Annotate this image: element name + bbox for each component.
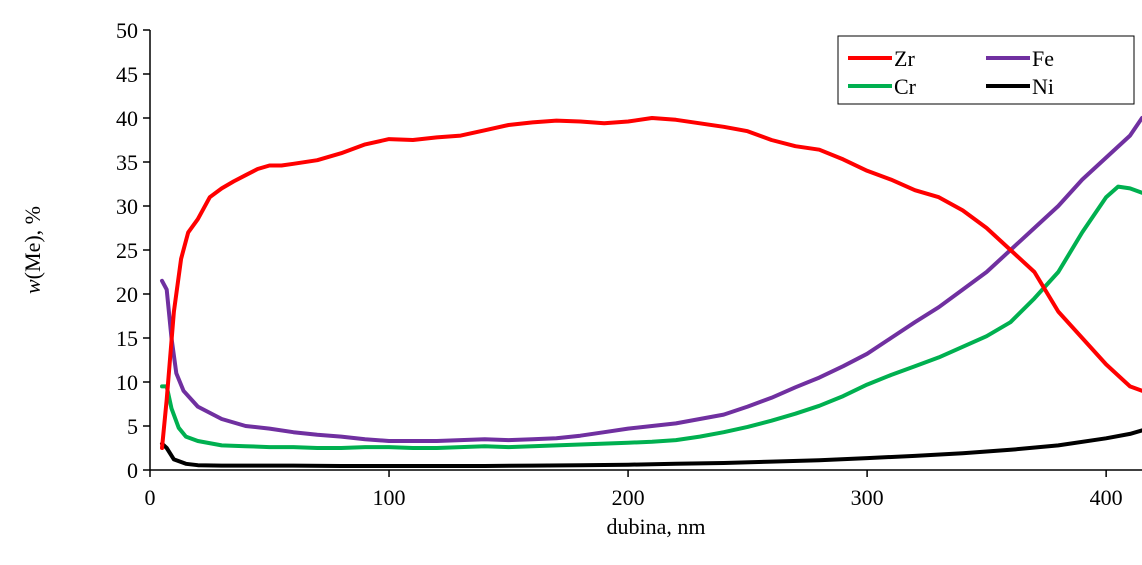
y-tick-label: 15 — [116, 326, 138, 351]
y-axis-title-italic: w — [20, 279, 45, 294]
y-tick-label: 20 — [116, 282, 138, 307]
series-line-ni — [160, 428, 1142, 468]
series-line-fe — [160, 116, 1142, 443]
y-tick-label: 0 — [127, 458, 138, 483]
x-tick-label: 200 — [612, 485, 645, 510]
x-ticks: 0 100 200 300 400 — [145, 470, 1123, 510]
y-tick-label: 45 — [116, 62, 138, 87]
legend-label-ni: Ni — [1032, 74, 1054, 99]
y-tick-label: 50 — [116, 18, 138, 43]
legend: Zr Fe Cr Ni — [837, 35, 1135, 105]
legend-label-cr: Cr — [894, 74, 917, 99]
plot-lines — [160, 116, 1142, 468]
y-axis-title-rest: (Me), % — [20, 206, 45, 279]
x-axis-title: dubina, nm — [607, 514, 706, 539]
legend-box — [837, 35, 1135, 105]
y-axis-title: w(Me), % — [20, 206, 45, 294]
y-tick-label: 25 — [116, 238, 138, 263]
y-tick-label: 10 — [116, 370, 138, 395]
legend-label-zr: Zr — [894, 46, 915, 71]
y-tick-label: 40 — [116, 106, 138, 131]
y-ticks: 0 5 10 15 20 25 30 35 40 45 50 — [116, 18, 150, 483]
y-tick-label: 5 — [127, 414, 138, 439]
x-tick-label: 400 — [1090, 485, 1123, 510]
legend-label-fe: Fe — [1032, 46, 1054, 71]
series-line-zr — [160, 116, 1142, 450]
series-line-cr — [160, 184, 1142, 450]
x-tick-label: 100 — [373, 485, 406, 510]
x-tick-label: 300 — [851, 485, 884, 510]
y-tick-label: 30 — [116, 194, 138, 219]
y-tick-label: 35 — [116, 150, 138, 175]
x-tick-label: 0 — [145, 485, 156, 510]
